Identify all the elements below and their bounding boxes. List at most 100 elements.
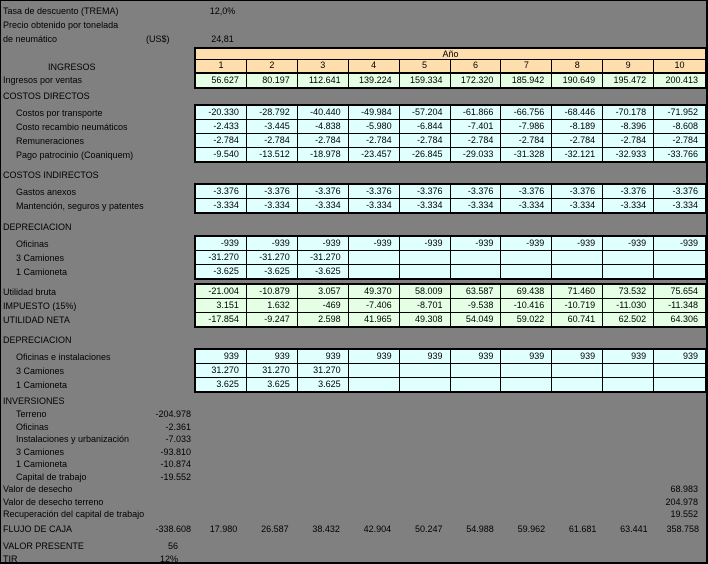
cell[interactable]: 63.441 (620, 524, 648, 534)
cell[interactable]: 54.049 (451, 313, 502, 326)
cell[interactable]: 68.983 (670, 484, 698, 494)
cell[interactable] (501, 251, 553, 265)
cell[interactable] (451, 378, 502, 391)
year-header-cell[interactable]: 9 (603, 60, 655, 74)
cell[interactable] (552, 265, 604, 278)
cell[interactable]: -7.401 (450, 120, 502, 134)
cell[interactable]: -7.406 (348, 299, 400, 313)
cell[interactable] (603, 364, 655, 378)
cell[interactable]: -3.376 (450, 185, 502, 199)
cell[interactable]: 64.306 (670, 314, 698, 324)
cell[interactable]: 56.627 (196, 74, 247, 87)
cell[interactable]: -7.033 (165, 434, 191, 444)
cell[interactable]: 3.151 (196, 299, 247, 313)
cell[interactable]: -5.980 (348, 120, 400, 134)
cell[interactable]: -31.270 (196, 251, 247, 265)
cell[interactable]: -93.810 (160, 446, 191, 457)
cell[interactable]: 61.681 (568, 524, 597, 534)
cell[interactable]: 939 (603, 350, 655, 364)
cell[interactable]: -10.874 (160, 459, 191, 469)
cell[interactable]: 62.502 (603, 313, 655, 326)
cell[interactable]: 12% (159, 553, 178, 564)
cell[interactable]: -3.376 (603, 185, 655, 199)
cell[interactable]: 3.625 (298, 378, 349, 391)
cell[interactable]: 1.632 (246, 299, 298, 313)
cell[interactable]: 139.224 (349, 74, 400, 87)
cell[interactable]: -28.792 (246, 106, 298, 120)
cell[interactable]: 42.904 (363, 524, 392, 534)
cell[interactable]: 50.247 (414, 524, 443, 534)
cell[interactable]: 80.197 (247, 74, 298, 87)
cell[interactable]: 195.472 (603, 74, 655, 87)
cell[interactable]: -3.376 (552, 185, 604, 199)
cell[interactable]: -29.033 (451, 148, 502, 161)
year-header-cell[interactable]: 7 (501, 60, 553, 74)
cell[interactable] (603, 251, 655, 265)
cell[interactable]: 17.980 (209, 524, 238, 534)
year-header-cell[interactable]: 6 (450, 60, 502, 74)
cell[interactable]: -204.978 (155, 409, 191, 419)
cell[interactable]: 19.552 (670, 509, 698, 519)
cell[interactable]: -2.784 (196, 134, 247, 148)
cell[interactable] (603, 378, 655, 391)
cell[interactable]: -26.845 (400, 148, 451, 161)
cell[interactable] (348, 364, 400, 378)
cell[interactable]: -2.784 (552, 134, 604, 148)
cell[interactable]: 26.587 (261, 524, 289, 534)
cell[interactable]: -10.879 (246, 285, 298, 299)
cell[interactable]: -31.270 (246, 251, 298, 265)
cell[interactable]: -338.608 (155, 524, 191, 534)
cell[interactable]: -68.446 (552, 106, 604, 120)
trema-value[interactable]: 12,0% (209, 6, 236, 16)
cell[interactable]: 939 (399, 350, 451, 364)
cell[interactable] (399, 251, 451, 265)
cell[interactable] (603, 265, 655, 278)
cell[interactable]: -6.844 (399, 120, 451, 134)
cell[interactable]: 204.978 (665, 496, 698, 507)
cell[interactable]: -3.445 (246, 120, 298, 134)
cell[interactable]: 112.641 (298, 74, 349, 87)
cell[interactable]: 939 (654, 350, 705, 364)
cell[interactable]: -2.784 (501, 134, 553, 148)
year-header-cell[interactable]: 2 (246, 60, 298, 74)
cell[interactable] (501, 364, 553, 378)
cell[interactable]: -2.784 (603, 134, 655, 148)
cell[interactable]: -469 (297, 299, 349, 313)
cell[interactable]: -939 (348, 237, 400, 251)
cell[interactable]: -32.933 (603, 148, 655, 161)
cell[interactable]: 58.009 (399, 285, 451, 299)
cell[interactable] (552, 364, 604, 378)
cell[interactable]: -3.625 (247, 265, 298, 278)
cell[interactable]: 69.438 (501, 285, 553, 299)
cell[interactable]: -71.952 (654, 106, 705, 120)
cell[interactable]: 59.962 (517, 524, 546, 534)
cell[interactable]: 939 (297, 350, 349, 364)
cell[interactable] (400, 265, 451, 278)
cell[interactable] (349, 378, 400, 391)
cell[interactable]: -32.121 (552, 148, 604, 161)
cell[interactable]: -4.838 (297, 120, 349, 134)
cell[interactable]: -3.334 (603, 199, 655, 212)
cell[interactable]: -23.457 (349, 148, 400, 161)
cell[interactable]: -3.334 (672, 200, 698, 210)
cell[interactable]: -3.376 (246, 185, 298, 199)
cell[interactable]: -939 (297, 237, 349, 251)
cell[interactable]: 59.022 (501, 313, 553, 326)
cell[interactable] (501, 265, 553, 278)
cell[interactable]: 31.270 (196, 364, 247, 378)
cell[interactable]: -18.978 (298, 148, 349, 161)
cell[interactable]: -17.854 (196, 313, 247, 326)
cell[interactable] (654, 364, 705, 378)
cell[interactable]: -2.784 (450, 134, 502, 148)
cell[interactable]: 939 (246, 350, 298, 364)
cell[interactable]: 939 (348, 350, 400, 364)
cell[interactable]: -33.766 (667, 149, 698, 159)
cell[interactable]: -31.328 (501, 148, 553, 161)
cell[interactable]: 49.370 (348, 285, 400, 299)
cell[interactable]: -3.334 (247, 199, 298, 212)
cell[interactable]: -70.178 (603, 106, 655, 120)
cell[interactable] (399, 364, 451, 378)
cell[interactable]: 2.598 (298, 313, 349, 326)
cell[interactable]: 3.057 (297, 285, 349, 299)
cell[interactable]: 939 (450, 350, 502, 364)
